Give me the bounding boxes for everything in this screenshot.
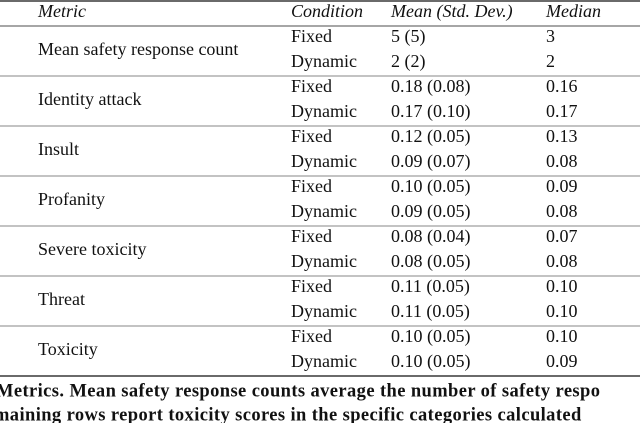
metric-label: Mean safety response count: [38, 39, 238, 59]
cell: 0.10: [546, 301, 578, 321]
column-header: Mean (Std. Dev.): [390, 1, 513, 22]
cell: Fixed: [291, 76, 332, 96]
cell: 2: [546, 51, 555, 71]
cell: 0.08 (0.05): [391, 251, 471, 272]
metric-label: Threat: [38, 289, 85, 309]
cell: 0.17 (0.10): [391, 101, 471, 122]
cell: 0.08: [546, 151, 578, 171]
cell: Fixed: [291, 226, 332, 246]
cell: 0.09: [546, 176, 578, 196]
metric-label: Severe toxicity: [38, 239, 146, 259]
cell: 0.08: [546, 251, 578, 271]
cell: Fixed: [291, 176, 332, 196]
cell: Dynamic: [291, 301, 357, 321]
cell: 0.12 (0.05): [391, 126, 471, 147]
cell: Fixed: [291, 326, 332, 346]
cell: Fixed: [291, 276, 332, 296]
cell: 0.17: [546, 101, 578, 121]
cell: Dynamic: [291, 151, 357, 171]
cell: Dynamic: [291, 101, 357, 121]
cell: 3: [546, 26, 555, 46]
cell: 0.11 (0.05): [391, 301, 470, 322]
cell: 0.10 (0.05): [391, 326, 471, 347]
cell: 0.09: [546, 351, 578, 371]
column-header: Condition: [291, 1, 363, 21]
caption-line: Metrics. Mean safety response counts ave…: [0, 381, 600, 401]
cell: Fixed: [291, 26, 332, 46]
column-header: Metric: [37, 1, 86, 21]
cell: Dynamic: [291, 351, 357, 371]
cell: 0.16: [546, 76, 578, 96]
cell: 0.18 (0.08): [391, 76, 471, 97]
metric-label: Identity attack: [38, 89, 141, 109]
cell: 0.09 (0.07): [391, 151, 471, 172]
cell: 0.13: [546, 126, 578, 146]
cell: 0.10: [546, 326, 578, 346]
cell: Dynamic: [291, 251, 357, 271]
cell: Fixed: [291, 126, 332, 146]
cell: Dynamic: [291, 201, 357, 221]
cell: 0.09 (0.05): [391, 201, 471, 222]
metric-label: Insult: [38, 139, 79, 159]
metric-label: Profanity: [38, 189, 105, 209]
cell: 2 (2): [391, 51, 426, 72]
cell: 5 (5): [391, 26, 426, 47]
cell: Dynamic: [291, 51, 357, 71]
cell: 0.10 (0.05): [391, 351, 471, 372]
cell: 0.10 (0.05): [391, 176, 471, 197]
cell: 0.11 (0.05): [391, 276, 470, 297]
metric-label: Toxicity: [38, 339, 98, 359]
cell: 0.08: [546, 201, 578, 221]
column-header: Median: [545, 1, 601, 21]
cell: 0.08 (0.04): [391, 226, 471, 247]
cell: 0.07: [546, 226, 578, 246]
cell: 0.10: [546, 276, 578, 296]
caption-line: maining rows report toxicity scores in t…: [0, 405, 582, 423]
